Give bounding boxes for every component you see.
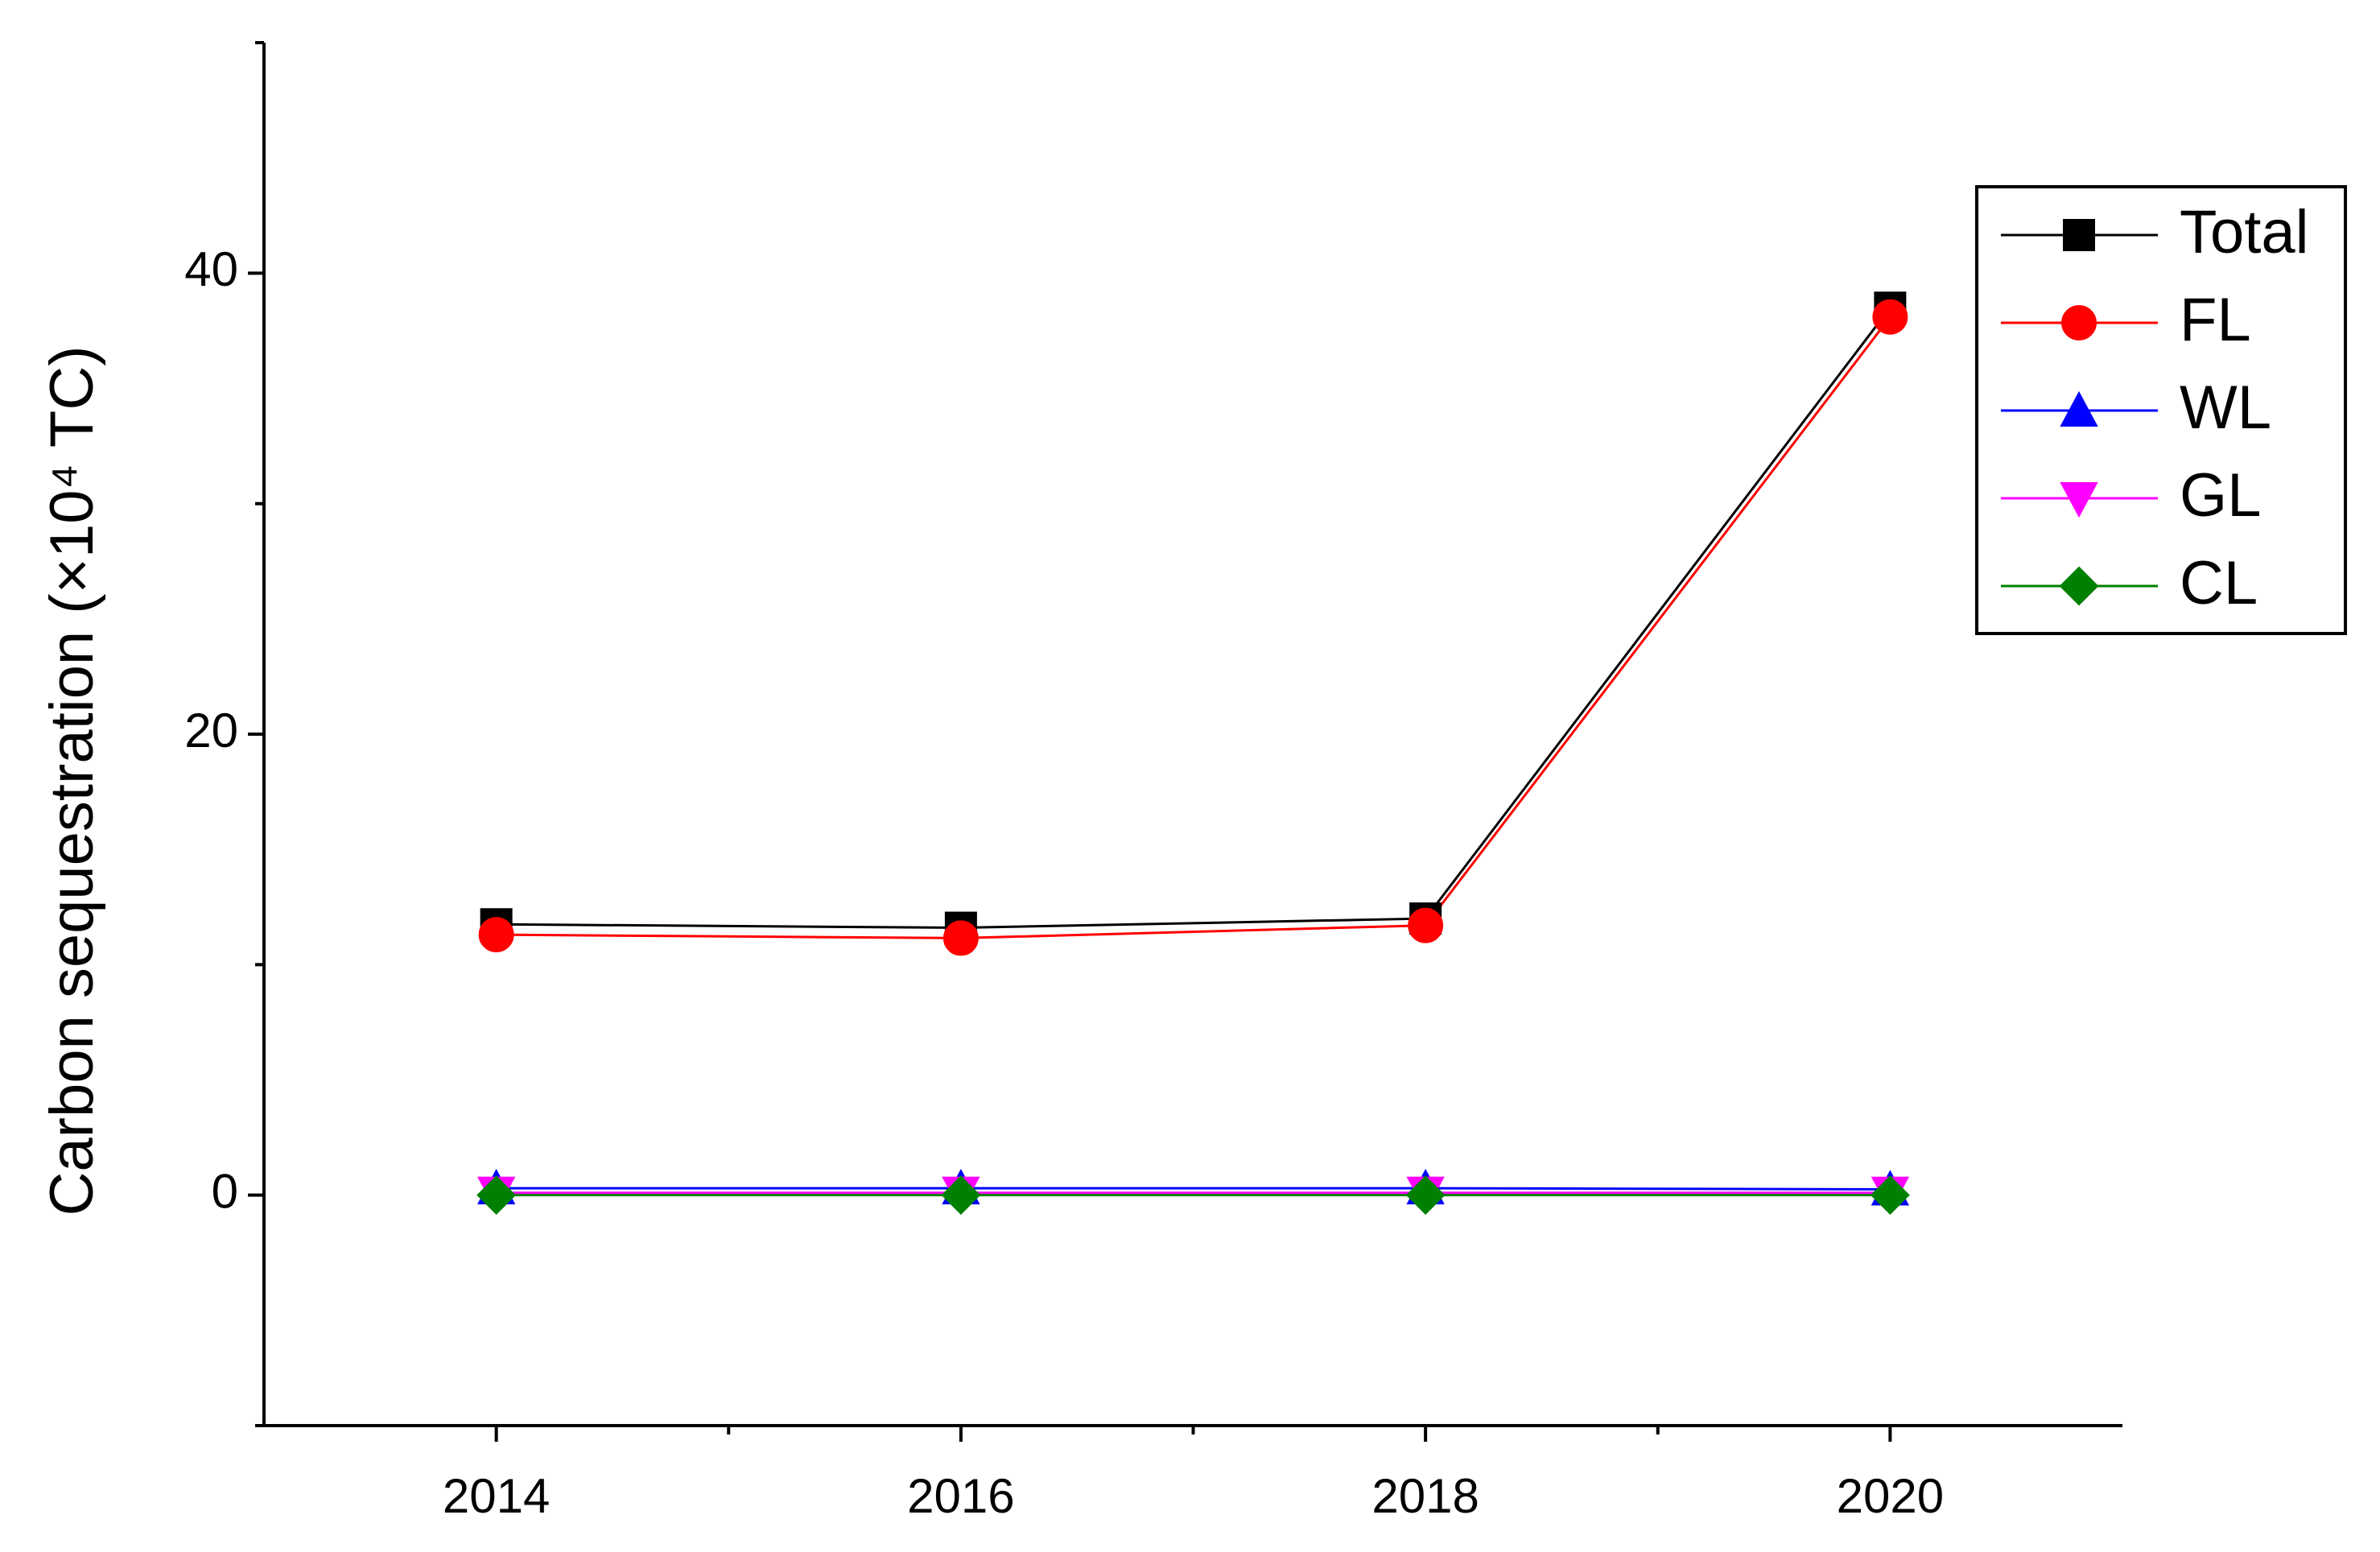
marker [476,1175,517,1216]
legend-label: GL [2180,461,2261,530]
x-tick-label: 2020 [1837,1469,1944,1523]
x-tick-label: 2016 [907,1469,1014,1523]
series-line [496,1187,1891,1191]
legend-label: FL [2180,286,2251,354]
legend-label: CL [2180,549,2258,617]
marker [1870,1175,1910,1216]
marker [2060,390,2098,427]
y-tick-label: 0 [212,1165,238,1219]
marker [2061,305,2097,341]
legend-label: WL [2180,374,2271,442]
marker [2059,566,2099,606]
y-tick-label: 40 [184,242,238,296]
y-tick-label: 20 [184,704,238,757]
marker [943,920,979,956]
marker [478,917,514,953]
marker [1405,1175,1446,1216]
x-tick-label: 2014 [443,1469,550,1523]
marker [2063,219,2095,251]
legend-label: Total [2180,198,2309,266]
y-axis-label: Carbon sequestration (×10⁴ TC) [38,345,106,1216]
series-line [496,307,1891,930]
marker [1408,907,1444,943]
series-line [496,316,1891,939]
marker [941,1175,981,1216]
marker [1872,299,1908,335]
marker [2060,482,2098,518]
x-tick-label: 2018 [1371,1469,1479,1523]
